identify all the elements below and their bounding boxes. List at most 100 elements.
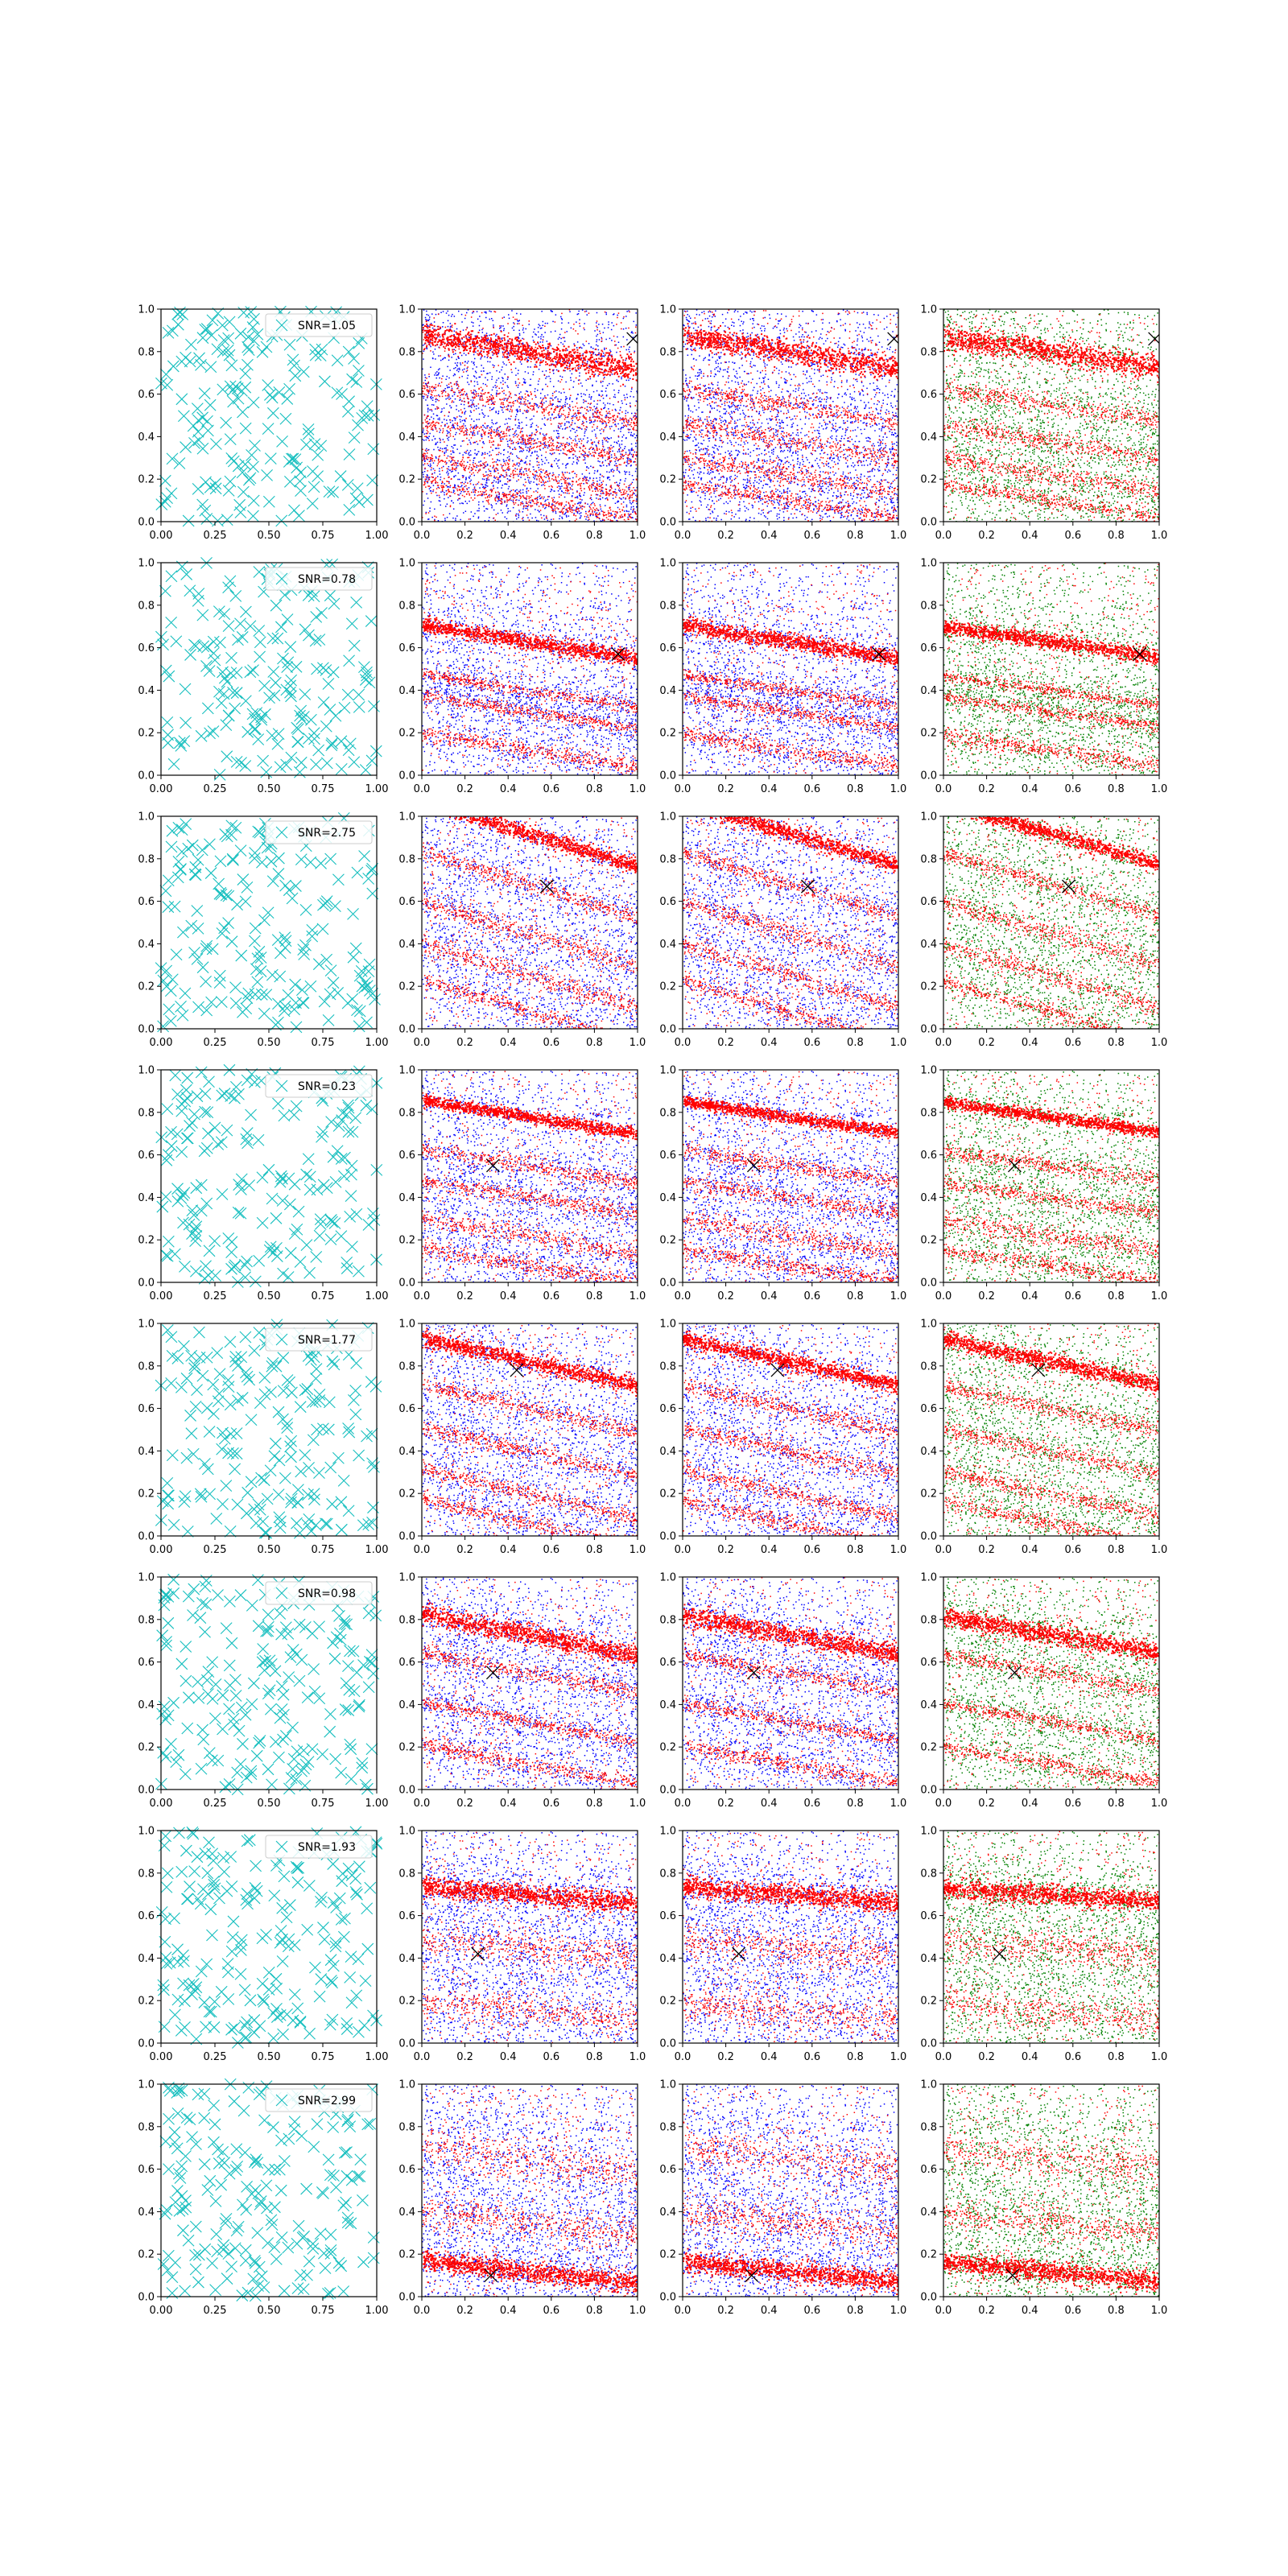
data-point: [276, 515, 287, 526]
y-tick-label: 0.4: [398, 1446, 415, 1458]
data-point: [316, 857, 327, 869]
y-tick-label: 0.8: [659, 2121, 676, 2133]
data-point: [209, 1713, 221, 1724]
y-tick-label: 0.6: [138, 1403, 155, 1415]
y-tick-label: 0.2: [659, 1996, 676, 2008]
y-tick-label: 0.2: [920, 981, 937, 993]
data-point: [179, 1496, 190, 1508]
data-point: [353, 1450, 365, 1461]
x-tick-label: 0.75: [312, 530, 335, 542]
x-tick-label: 0.0: [935, 2051, 952, 2063]
data-point: [221, 1125, 233, 1136]
data-point: [252, 328, 263, 340]
data-point: [162, 1104, 173, 1115]
data-point: [262, 1764, 274, 1775]
data-point: [346, 618, 357, 630]
data-point: [221, 2273, 233, 2285]
data-point: [338, 1931, 349, 1942]
x-tick-label: 0.0: [675, 2305, 691, 2317]
data-point: [223, 1381, 234, 1393]
data-point: [242, 2017, 253, 2028]
data-point: [268, 2033, 279, 2044]
x-tick-label: 0.2: [978, 2305, 995, 2317]
data-point: [361, 980, 373, 992]
data-point: [284, 1900, 295, 1911]
x-tick-label: 1.00: [365, 1544, 389, 1556]
band-points: [683, 847, 900, 920]
data-point: [176, 1866, 188, 1877]
data-point: [187, 1989, 198, 2000]
x-tick-label: 0.6: [543, 2051, 559, 2063]
series-blue: [683, 816, 899, 1030]
band-points: [422, 2128, 638, 2195]
data-point: [272, 633, 283, 644]
data-point: [295, 2017, 306, 2029]
band-points: [943, 2252, 1161, 2295]
x-tick-label: 0.00: [150, 1544, 173, 1556]
y-tick-label: 0.2: [659, 1488, 676, 1501]
x-tick-label: 0.8: [847, 530, 864, 542]
data-point: [187, 840, 198, 851]
data-point: [242, 1075, 253, 1086]
data-point: [209, 1122, 221, 1133]
y-tick-label: 0.2: [138, 1742, 155, 1754]
data-point: [259, 708, 270, 720]
x-tick-label: 1.0: [630, 1290, 646, 1302]
data-point: [183, 2235, 194, 2246]
data-point: [166, 841, 177, 852]
data-point: [180, 1675, 192, 1686]
plot-area: [683, 2084, 900, 2297]
series-cyan-x: [155, 1574, 381, 1794]
band-points: [943, 452, 1160, 502]
data-point: [214, 970, 225, 981]
data-point: [315, 2228, 326, 2240]
data-point: [264, 1685, 275, 1696]
data-point: [174, 457, 185, 469]
panel-r6-c1: 0.0 0.2 0.4 0.6 0.8 1.00.00.20.40.60.81.0: [398, 1826, 646, 2064]
data-point: [172, 1944, 184, 1955]
y-tick-label: 0.4: [398, 939, 415, 951]
data-point: [366, 1744, 378, 1755]
data-point: [176, 1098, 188, 1109]
data-point: [253, 734, 264, 745]
data-point: [270, 677, 281, 688]
data-point: [342, 1661, 353, 1672]
data-point: [180, 1491, 191, 1502]
data-point: [278, 2029, 289, 2040]
data-point: [195, 1612, 206, 1624]
panel-r5-c3: 0.0 0.2 0.4 0.6 0.8 1.00.00.20.40.60.81.0: [920, 1572, 1167, 1810]
data-point: [246, 449, 258, 460]
data-point: [283, 1271, 294, 1282]
data-point: [208, 1855, 219, 1866]
data-point: [324, 1708, 336, 1719]
data-point: [361, 1783, 373, 1794]
data-point: [319, 996, 330, 1007]
data-point: [328, 1637, 339, 1649]
x-tick-label: 0.2: [978, 1037, 995, 1049]
y-tick-label: 0.4: [138, 1446, 155, 1458]
y-tick-label: 0.6: [659, 389, 676, 401]
series-red: [943, 1323, 1161, 1537]
data-point: [351, 377, 362, 388]
data-point: [204, 728, 216, 739]
data-point: [249, 1893, 260, 1904]
legend: SNR=1.93: [266, 1835, 372, 1858]
data-point: [302, 1924, 313, 1935]
data-point: [242, 1137, 254, 1149]
data-point: [310, 344, 321, 355]
data-point: [176, 2085, 188, 2096]
band-points: [684, 691, 900, 733]
data-point: [284, 339, 295, 350]
data-point: [286, 1451, 297, 1463]
marker-x: [1032, 1364, 1045, 1377]
data-point: [307, 924, 318, 935]
data-point: [208, 1408, 219, 1419]
data-point: [214, 769, 225, 780]
data-point: [368, 1668, 379, 1679]
y-tick-label: 0.0: [398, 2038, 415, 2050]
data-point: [202, 2184, 213, 2195]
legend: SNR=0.78: [266, 568, 372, 590]
data-point: [286, 1387, 297, 1398]
data-point: [336, 763, 347, 774]
data-point: [269, 1890, 280, 1901]
